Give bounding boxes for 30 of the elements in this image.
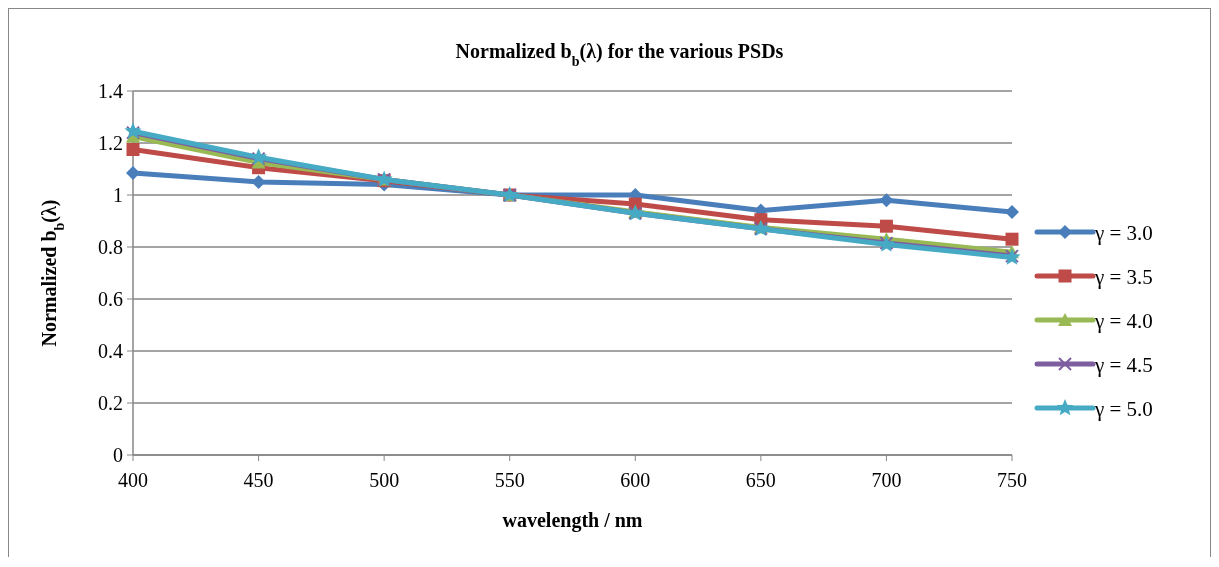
legend-label: γ = 5.0	[1094, 397, 1153, 421]
x-tick-label: 650	[745, 469, 776, 491]
x-tick-label: 450	[243, 469, 274, 491]
point	[879, 193, 894, 208]
x-tick-label: 600	[620, 469, 651, 491]
legend-label: γ = 4.0	[1094, 309, 1153, 333]
y-tick-label: 1.2	[98, 132, 123, 154]
x-tick-label: 750	[997, 469, 1027, 491]
point	[1005, 204, 1019, 219]
chart-title: Normalized b$_{b}$(λ) for the various PSDs	[455, 40, 784, 69]
point	[126, 143, 140, 156]
x-tick-label: 550	[494, 469, 525, 491]
x-tick-label: 400	[118, 469, 148, 491]
y-tick-label: 0	[113, 444, 123, 466]
point	[1005, 232, 1019, 246]
legend-label: γ = 3.0	[1094, 221, 1153, 245]
y-tick-label: 0.8	[98, 236, 123, 258]
x-axis-title: wavelength / nm	[502, 509, 643, 532]
legend-label: γ = 3.5	[1094, 265, 1153, 289]
y-tick-label: 0.2	[98, 392, 123, 414]
x-tick-label: 500	[369, 469, 400, 491]
legend-label: γ = 4.5	[1094, 353, 1153, 377]
point	[251, 175, 266, 189]
x-tick-label: 700	[871, 469, 902, 491]
y-tick-label: 1	[113, 184, 123, 206]
y-tick-label: 1.4	[98, 80, 123, 102]
point	[879, 219, 893, 233]
y-tick-label: 0.6	[98, 288, 123, 310]
y-tick-label: 0.4	[98, 340, 123, 362]
point	[126, 165, 140, 180]
